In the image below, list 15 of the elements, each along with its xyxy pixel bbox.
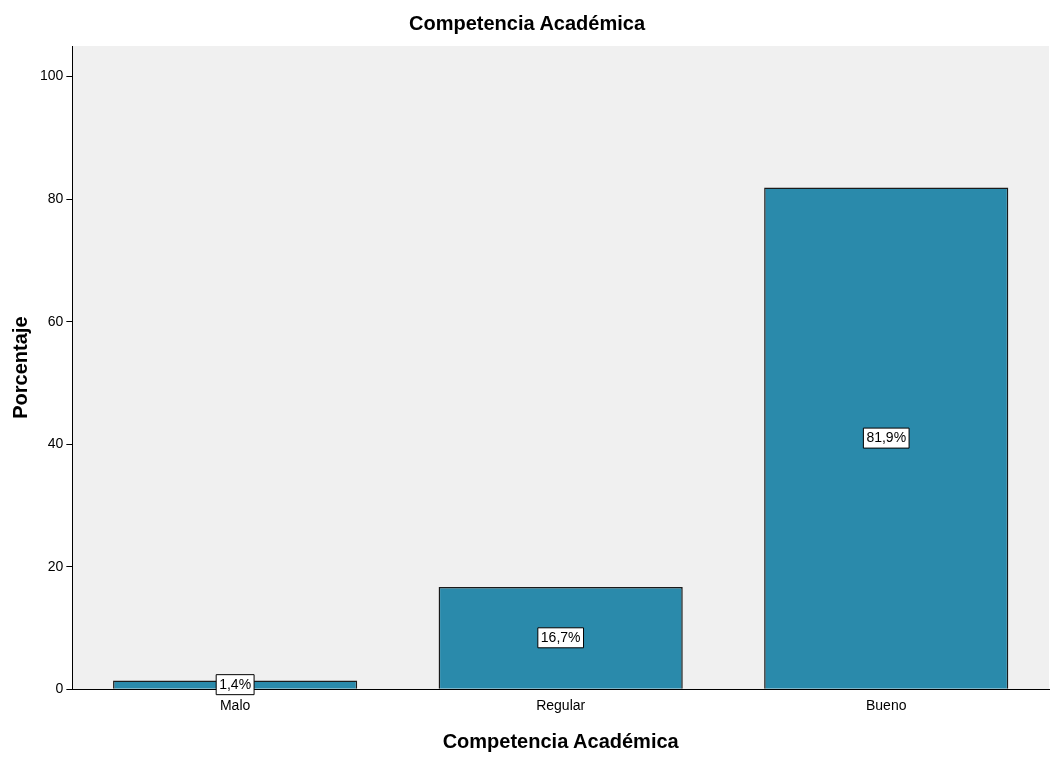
y-tick-label: 0 (55, 680, 64, 697)
y-tick-label: 80 (47, 190, 64, 206)
x-tick-label: Malo (219, 697, 251, 714)
chart-title: Competencia Académica (408, 11, 646, 34)
data-label: 81,9% (866, 428, 907, 445)
y-tick-label: 60 (47, 312, 64, 329)
x-axis-title: Competencia Académica (442, 729, 680, 752)
data-label: 16,7% (540, 628, 581, 645)
y-axis-title: Porcentaje (8, 316, 31, 419)
y-tick-label: 40 (47, 435, 64, 452)
x-tick-label: Regular (536, 697, 586, 714)
y-tick-label: 100 (40, 67, 64, 84)
x-tick-label: Bueno (865, 697, 907, 714)
y-tick-label: 20 (47, 557, 64, 574)
data-label: 1,4% (219, 675, 252, 692)
